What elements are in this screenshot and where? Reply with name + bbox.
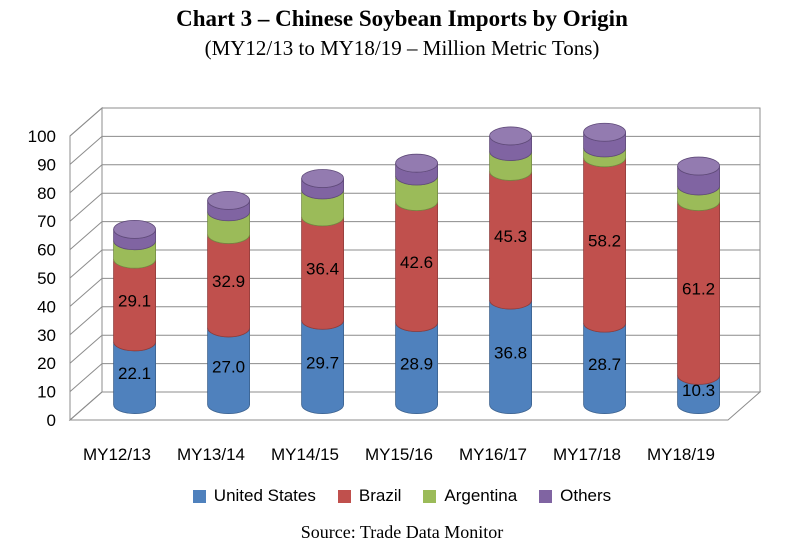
x-tick-label: MY16/17 xyxy=(459,445,527,464)
data-label: 10.3 xyxy=(682,381,715,400)
gridline-side xyxy=(69,221,103,250)
data-label: 28.7 xyxy=(588,355,621,374)
bar-top-cap xyxy=(207,191,251,210)
data-label: 28.9 xyxy=(400,355,433,374)
y-tick-label: 0 xyxy=(47,411,56,430)
gridline-side xyxy=(69,391,103,421)
gridline-side xyxy=(69,192,103,222)
gridline-side xyxy=(69,136,103,165)
data-label: 27.0 xyxy=(212,357,245,376)
bar-top-cap xyxy=(583,122,626,142)
x-tick-label: MY13/14 xyxy=(177,445,245,464)
legend-swatch-united-states xyxy=(192,489,206,503)
y-tick-label: 30 xyxy=(37,326,56,345)
legend-swatch-argentina xyxy=(423,489,437,503)
x-tick-label: MY14/15 xyxy=(271,445,339,464)
data-label: 29.7 xyxy=(306,353,339,372)
y-tick-label: 90 xyxy=(37,155,56,174)
data-label: 61.2 xyxy=(682,279,715,298)
y-tick-label: 70 xyxy=(37,212,56,231)
gridline-side xyxy=(69,334,103,364)
gridline-side xyxy=(69,164,103,194)
y-tick-label: 50 xyxy=(37,269,56,288)
chart-title: Chart 3 – Chinese Soybean Imports by Ori… xyxy=(176,6,628,31)
data-label: 22.1 xyxy=(118,364,151,383)
legend-label-others: Others xyxy=(560,486,612,505)
y-tick-label: 10 xyxy=(37,383,56,402)
legend-label-brazil: Brazil xyxy=(358,486,402,505)
x-tick-label: MY15/16 xyxy=(365,445,433,464)
chart-source: Source: Trade Data Monitor xyxy=(300,522,504,542)
legend-item-brazil: Brazil xyxy=(337,486,402,506)
data-label: 58.2 xyxy=(588,231,621,250)
bar-top-cap xyxy=(677,156,720,176)
stacked-cylinder-chart: 0 10 20 30 40 50 60 70 80 90 100 MY12/13 MY13/14 MY14… xyxy=(28,106,762,464)
gridline-side xyxy=(69,278,103,307)
legend-label-argentina: Argentina xyxy=(444,486,518,505)
data-label: 29.1 xyxy=(118,292,151,311)
data-label: 32.9 xyxy=(212,272,245,291)
legend-swatch-others xyxy=(539,489,553,503)
legend-item-argentina: Argentina xyxy=(423,486,517,506)
gridline-side xyxy=(69,363,103,392)
data-label: 42.6 xyxy=(400,253,433,272)
x-tick-label: MY18/19 xyxy=(647,445,715,464)
y-tick-label: 100 xyxy=(28,127,56,146)
chart-subtitle: (MY12/13 to MY18/19 – Million Metric Ton… xyxy=(204,36,600,60)
chart-legend: United States Brazil Argentina Others xyxy=(0,486,804,506)
x-tick-label: MY17/18 xyxy=(553,445,621,464)
y-tick-label: 20 xyxy=(37,354,56,373)
bar-top-cap xyxy=(301,169,345,188)
y-tick-label: 40 xyxy=(37,297,56,316)
y-tick-label: 80 xyxy=(37,184,56,203)
bar-top-cap xyxy=(489,126,533,146)
legend-item-others: Others xyxy=(539,486,611,506)
x-tick-label: MY12/13 xyxy=(83,445,151,464)
data-label: 45.3 xyxy=(494,227,527,246)
bar-top-cap xyxy=(395,153,439,173)
data-label: 36.4 xyxy=(306,260,339,279)
y-tick-label: 60 xyxy=(37,241,56,260)
legend-item-united-states: United States xyxy=(192,486,316,506)
gridline-side xyxy=(69,107,103,137)
gridline-side xyxy=(69,249,103,279)
legend-swatch-brazil xyxy=(337,489,351,503)
legend-label-united-states: United States xyxy=(213,486,316,505)
data-label: 36.8 xyxy=(494,343,527,362)
gridline-side xyxy=(69,306,103,336)
bar-top-cap xyxy=(113,219,157,239)
